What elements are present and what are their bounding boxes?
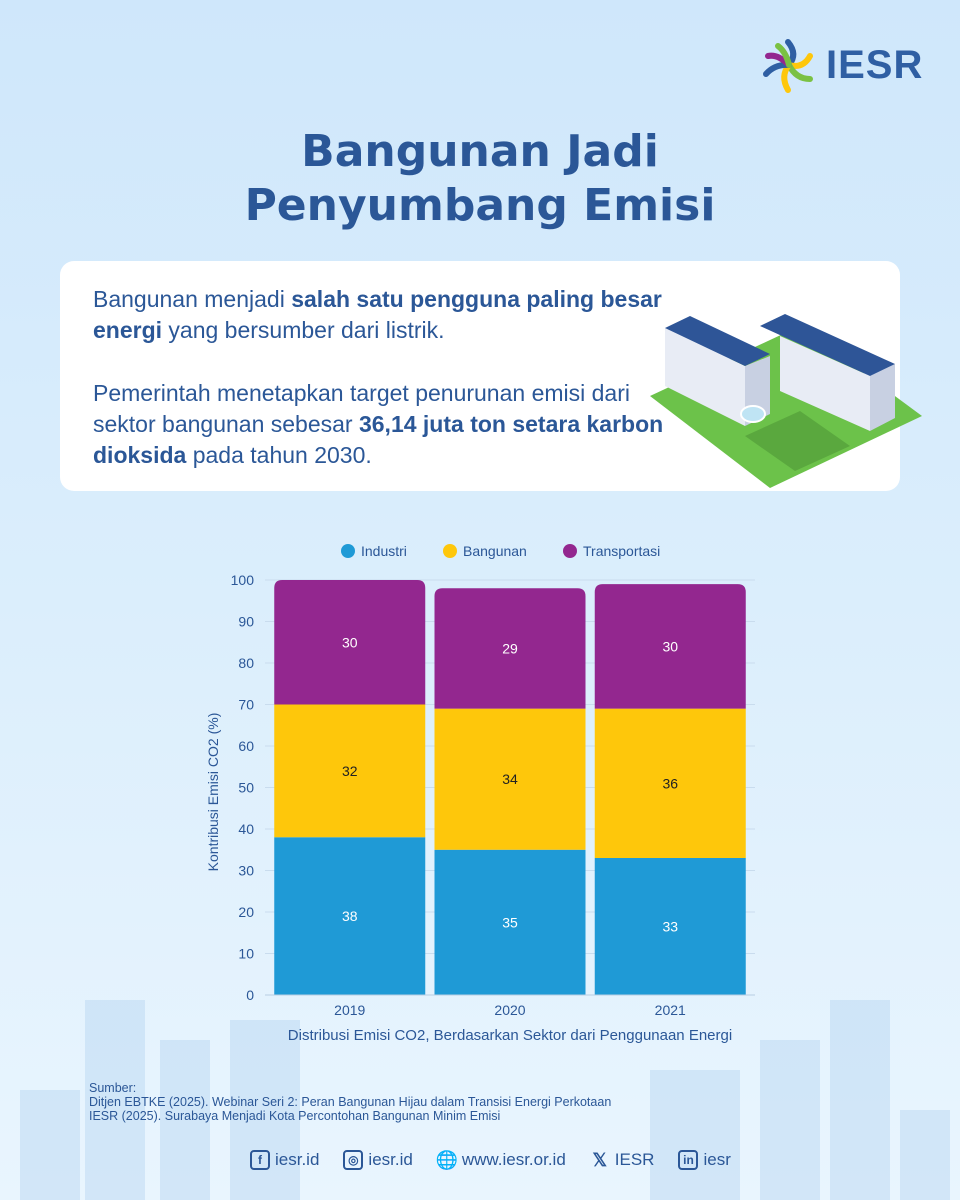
page-title: Bangunan Jadi Penyumbang Emisi — [0, 125, 960, 233]
y-tick-label: 80 — [238, 655, 254, 671]
legend-label: Transportasi — [583, 543, 660, 559]
legend-marker — [443, 544, 457, 558]
y-tick-label: 20 — [238, 904, 254, 920]
social-link[interactable]: f iesr.id — [250, 1150, 319, 1170]
data-label: 32 — [342, 763, 358, 779]
y-axis-label: Kontribusi Emisi CO2 (%) — [205, 713, 221, 872]
info-card: Bangunan menjadi salah satu pengguna pal… — [60, 261, 922, 491]
bars: 38 32 30 2019 35 34 29 2020 33 36 30 2021 — [265, 580, 755, 1018]
social-link-label: www.iesr.or.id — [461, 1150, 566, 1169]
y-tick-label: 70 — [238, 697, 254, 713]
y-tick-label: 0 — [246, 987, 254, 1003]
bar-segment-bangunan-2019 — [274, 704, 426, 838]
globe-icon: 🌐 — [435, 1149, 459, 1170]
body-text: Pemerintah menetapkan target penurunan e… — [93, 380, 630, 437]
iesr-logo: IESR — [758, 34, 923, 96]
instagram-icon: ◎ — [343, 1150, 364, 1170]
highlight-text: salah satu pengguna paling besar energi — [93, 286, 662, 343]
bar-segment-transportasi-2019 — [274, 580, 426, 705]
x-icon: 𝕏 — [592, 1149, 608, 1170]
bar-segment-bangunan-2021 — [594, 708, 746, 859]
highlight-text: 36,14 juta ton setara karbon dioksida — [93, 411, 664, 468]
source-item: Ditjen EBTKE (2025). Webinar Seri 2: Per… — [89, 1095, 612, 1109]
data-label: 30 — [342, 634, 358, 650]
x-tick-label: 2019 — [334, 1002, 365, 1018]
building-illustration — [650, 314, 922, 488]
chart-legend: Industri Bangunan Transportasi — [341, 543, 660, 559]
title-line-1: Bangunan Jadi — [301, 126, 659, 177]
y-tick-label: 30 — [238, 863, 254, 879]
x-axis-label: Distribusi Emisi CO2, Berdasarkan Sektor… — [288, 1027, 732, 1044]
stacked-bar-chart: Industri Bangunan Transportasi 0 10 20 30 40 50… — [205, 543, 755, 1044]
bar-segment-industri-2021 — [594, 858, 746, 995]
bar-segment-transportasi-2021 — [594, 584, 746, 709]
brand-name: IESR — [826, 42, 924, 87]
data-label: 36 — [662, 775, 678, 791]
social-footer: f iesr.id ◎ iesr.id 🌐 www.iesr.or.id 𝕏 IESR in ie… — [250, 1150, 731, 1170]
info-paragraph-2: Pemerintah menetapkan target penurunan e… — [93, 378, 673, 471]
city-skyline-background — [20, 1000, 950, 1200]
data-label: 33 — [662, 919, 678, 935]
y-tick-label: 10 — [238, 946, 254, 962]
y-tick-label: 40 — [238, 821, 254, 837]
social-link-label: iesr.id — [368, 1150, 413, 1169]
linkedin-icon: in — [678, 1150, 699, 1170]
legend-marker — [563, 544, 577, 558]
social-link[interactable]: in iesr — [678, 1150, 731, 1170]
x-tick-label: 2020 — [494, 1002, 525, 1018]
legend-marker — [341, 544, 355, 558]
source-item: IESR (2025). Surabaya Menjadi Kota Perco… — [89, 1109, 501, 1123]
bar-segment-transportasi-2020 — [434, 588, 586, 709]
body-text: yang bersumber dari listrik. — [162, 317, 445, 343]
data-label: 29 — [502, 640, 518, 656]
data-label: 35 — [502, 914, 518, 930]
y-tick-label: 100 — [231, 572, 255, 588]
data-label: 34 — [502, 771, 518, 787]
bar-segment-bangunan-2020 — [434, 708, 586, 850]
data-label: 38 — [342, 908, 358, 924]
y-tick-label: 50 — [238, 780, 254, 796]
sources-label: Sumber: — [89, 1081, 137, 1095]
social-link[interactable]: ◎ iesr.id — [343, 1150, 413, 1170]
iesr-logo-icon — [763, 39, 813, 93]
x-tick-label: 2021 — [655, 1002, 686, 1018]
body-text: pada tahun 2030. — [186, 442, 372, 468]
social-link-label: iesr — [703, 1150, 731, 1169]
y-tick-label: 90 — [238, 614, 254, 630]
info-paragraph-1: Bangunan menjadi salah satu pengguna pal… — [93, 284, 673, 346]
bar-segment-industri-2020 — [434, 849, 586, 995]
social-link-label: IESR — [614, 1150, 655, 1169]
legend-label: Bangunan — [463, 543, 527, 559]
bar-segment-industri-2019 — [274, 837, 426, 995]
social-link[interactable]: 🌐 www.iesr.or.id — [435, 1149, 566, 1170]
social-link-label: iesr.id — [275, 1150, 320, 1169]
legend-label: Industri — [361, 543, 407, 559]
data-label: 30 — [662, 638, 678, 654]
sources: Sumber: Ditjen EBTKE (2025). Webinar Ser… — [89, 1081, 611, 1123]
body-text: Bangunan menjadi — [93, 286, 292, 312]
y-tick-label: 60 — [238, 738, 254, 754]
facebook-icon: f — [250, 1150, 270, 1170]
title-line-2: Penyumbang Emisi — [244, 180, 716, 231]
social-link[interactable]: 𝕏 IESR — [590, 1150, 655, 1170]
